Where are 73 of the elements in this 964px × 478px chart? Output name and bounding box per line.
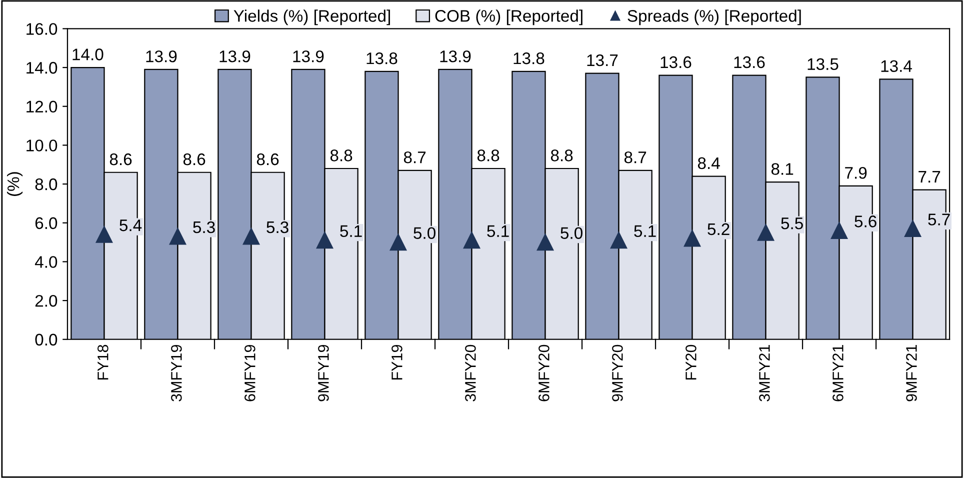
data-label: 8.7 xyxy=(624,151,646,164)
data-label: 5.1 xyxy=(634,225,656,238)
point xyxy=(96,226,113,243)
data-label: 8.6 xyxy=(183,153,206,166)
x-tick-label: 9MFY20 xyxy=(612,344,623,402)
data-label: 8.4 xyxy=(698,157,720,170)
point xyxy=(830,222,848,239)
data-label: 5.2 xyxy=(708,223,730,236)
data-label: 8.7 xyxy=(404,151,426,164)
y-tick-label: 0.0 xyxy=(35,334,58,346)
x-tick-label: 3MFY19 xyxy=(171,344,182,402)
data-label: 13.6 xyxy=(734,56,765,68)
data-label: 5.3 xyxy=(266,221,288,234)
data-label: 5.1 xyxy=(487,225,509,238)
legend-label: Spreads (%) [Reported] xyxy=(628,10,801,26)
data-label: 13.8 xyxy=(514,52,544,64)
point xyxy=(684,230,701,247)
data-label: 8.8 xyxy=(477,150,500,162)
legend-label: COB (%) [Reported] xyxy=(435,10,582,26)
data-label: 13.5 xyxy=(808,58,838,70)
y-tick-label: 12.0 xyxy=(26,100,58,113)
data-label: 5.6 xyxy=(854,216,876,228)
data-label: 13.9 xyxy=(220,50,250,62)
data-label: 13.9 xyxy=(440,50,471,62)
point xyxy=(536,234,554,251)
data-label: 5.3 xyxy=(193,221,215,234)
data-label: 13.8 xyxy=(366,52,398,64)
point xyxy=(169,228,186,245)
y-tick-label: 8.0 xyxy=(35,178,58,190)
data-label: 8.8 xyxy=(330,150,352,162)
data-label: 5.0 xyxy=(414,227,436,239)
x-tick-label: 6MFY20 xyxy=(538,344,550,402)
data-label: 13.6 xyxy=(660,56,692,68)
point xyxy=(904,220,922,238)
data-label: 7.9 xyxy=(845,166,867,179)
x-tick-label: 3MFY20 xyxy=(465,344,476,402)
point xyxy=(390,234,407,251)
data-label: 8.6 xyxy=(110,153,132,166)
data-label: 14.0 xyxy=(72,48,104,60)
y-tick-label: 10.0 xyxy=(26,140,58,152)
data-label: 5.7 xyxy=(928,214,950,226)
data-label: 8.1 xyxy=(771,163,794,175)
x-tick-label: FY18 xyxy=(98,344,108,380)
x-tick-label: 3MFY21 xyxy=(759,344,770,402)
data-label: 13.9 xyxy=(146,50,177,62)
y-tick-label: 4.0 xyxy=(34,256,58,268)
y-axis-title: (%) xyxy=(7,172,23,196)
y-tick-label: 14.0 xyxy=(26,62,58,74)
point xyxy=(610,232,628,249)
data-label: 13.7 xyxy=(587,54,618,66)
data-label: 7.7 xyxy=(918,171,940,183)
data-label: 13.9 xyxy=(293,50,324,62)
x-tick-label: 9MFY19 xyxy=(318,344,329,402)
point xyxy=(757,224,774,241)
y-tick-label: 2.0 xyxy=(35,294,58,307)
x-tick-label: 6MFY21 xyxy=(832,344,844,402)
x-tick-label: 9MFY21 xyxy=(906,344,917,402)
x-tick-label: 6MFY19 xyxy=(244,344,256,402)
legend-label: Yields (%) [Reported] xyxy=(234,10,390,26)
x-tick-label: FY19 xyxy=(392,344,402,380)
x-tick-label: FY20 xyxy=(686,344,696,380)
y-tick-label: 16.0 xyxy=(26,23,58,35)
data-label: 5.1 xyxy=(340,225,362,238)
data-label: 5.0 xyxy=(560,227,582,239)
data-label: 5.5 xyxy=(781,218,803,230)
data-label: 8.6 xyxy=(256,153,279,166)
data-label: 8.8 xyxy=(550,150,573,162)
data-label: 13.4 xyxy=(881,60,912,72)
y-tick-label: 6.0 xyxy=(35,217,58,230)
point xyxy=(316,232,334,249)
point xyxy=(242,228,260,245)
point xyxy=(463,232,480,249)
data-label: 5.4 xyxy=(120,220,142,232)
